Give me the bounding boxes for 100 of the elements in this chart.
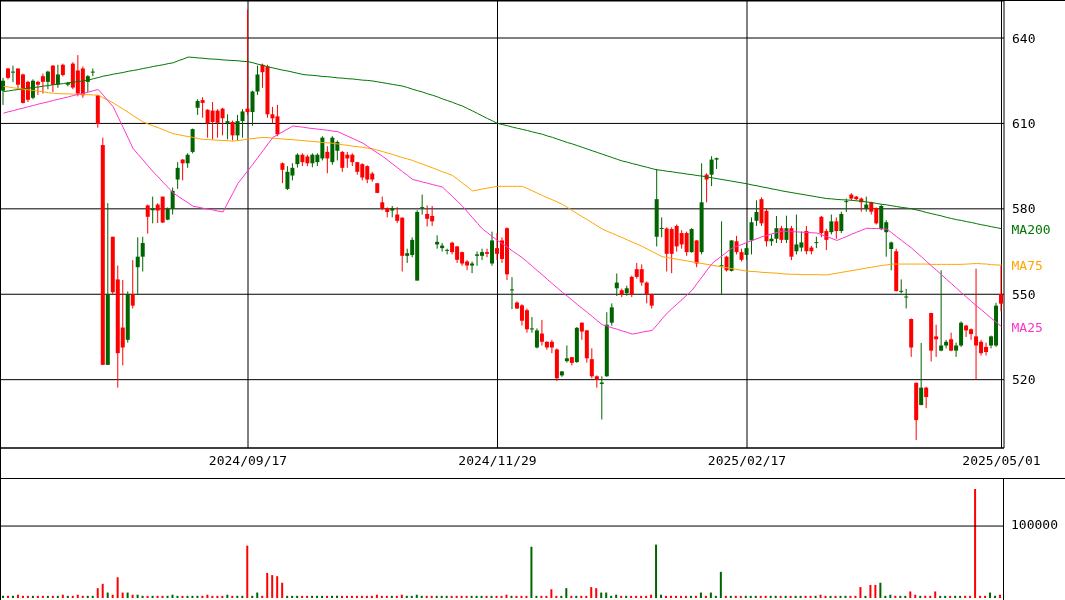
candlestick — [240, 108, 245, 139]
bar — [774, 595, 777, 598]
bar — [679, 595, 682, 598]
bar — [326, 595, 329, 598]
bar — [186, 595, 189, 598]
candlestick — [904, 288, 909, 309]
y-tick-label: 580 — [1012, 201, 1036, 217]
bar — [86, 595, 89, 598]
bar — [146, 595, 149, 598]
candlestick — [145, 204, 150, 235]
bar — [350, 595, 353, 598]
bar — [480, 595, 483, 598]
candlestick — [639, 263, 644, 287]
bar — [924, 595, 927, 598]
candlestick — [170, 186, 175, 216]
candlestick — [220, 107, 225, 136]
bar — [46, 595, 49, 598]
y-tick-label: 550 — [1012, 286, 1036, 302]
bar — [844, 595, 847, 598]
candlestick — [235, 114, 240, 142]
candlestick — [485, 248, 490, 258]
bar — [286, 595, 289, 598]
candlestick — [589, 347, 594, 379]
bar — [475, 595, 478, 598]
bar — [814, 595, 817, 598]
candlestick — [564, 345, 569, 364]
bar — [934, 591, 937, 598]
bar — [674, 595, 677, 598]
bar — [345, 595, 348, 598]
bar — [754, 595, 757, 598]
bar — [276, 576, 279, 598]
bar — [296, 595, 299, 598]
candlestick — [939, 269, 944, 352]
bar — [944, 595, 947, 598]
bar — [201, 595, 204, 598]
bar — [71, 595, 74, 598]
candlestick — [829, 214, 834, 235]
bar — [575, 595, 578, 598]
bar — [974, 489, 977, 598]
candlestick — [509, 276, 514, 310]
x-tick-label: 2024/09/17 — [208, 453, 288, 469]
candlestick — [425, 204, 430, 227]
x-tick-label: 2025/02/17 — [707, 453, 787, 469]
bar — [699, 592, 702, 598]
bar — [694, 595, 697, 598]
bar — [156, 595, 159, 598]
bar — [829, 595, 832, 598]
bar — [121, 592, 124, 598]
bar — [460, 595, 463, 598]
bar — [395, 595, 398, 598]
bar — [794, 595, 797, 598]
candlestick — [689, 227, 694, 254]
bar — [789, 595, 792, 598]
bar — [824, 595, 827, 598]
candlestick — [420, 194, 425, 216]
bar — [939, 595, 942, 598]
candlestick — [135, 236, 140, 295]
bar — [126, 592, 129, 598]
line-series — [3, 56, 1003, 230]
bar — [181, 595, 184, 598]
bar — [605, 592, 608, 598]
bar — [261, 595, 264, 598]
candlestick — [250, 90, 255, 127]
bar — [894, 595, 897, 598]
bar — [465, 595, 468, 598]
bar — [291, 595, 294, 598]
bar — [425, 595, 428, 598]
candlestick — [924, 386, 929, 409]
candlestick — [130, 259, 135, 309]
candlestick — [175, 161, 180, 190]
candlestick — [40, 73, 45, 95]
y-tick-label: 640 — [1012, 30, 1036, 46]
bar — [570, 595, 573, 598]
candlestick — [684, 231, 689, 257]
candlestick — [495, 232, 500, 261]
bar — [545, 595, 548, 598]
bar — [241, 595, 244, 598]
bar — [954, 595, 957, 598]
bar — [530, 546, 533, 598]
bar — [719, 571, 722, 598]
bar — [635, 595, 638, 598]
candlestick — [784, 215, 789, 244]
bar — [216, 595, 219, 598]
bar — [231, 595, 234, 598]
bar — [430, 595, 433, 598]
candlestick — [50, 64, 55, 93]
candlestick — [899, 278, 904, 294]
text: 100000 — [1011, 517, 1058, 532]
candlestick — [55, 64, 60, 89]
bar — [739, 595, 742, 598]
candlestick — [255, 65, 260, 96]
bar — [56, 595, 59, 598]
candlestick — [529, 316, 534, 334]
bar — [979, 595, 982, 598]
series-label: MA25 — [1011, 319, 1043, 335]
bar — [565, 588, 568, 598]
candlestick — [629, 275, 634, 298]
bar — [495, 595, 498, 598]
bar — [869, 584, 872, 598]
bar — [550, 589, 553, 598]
